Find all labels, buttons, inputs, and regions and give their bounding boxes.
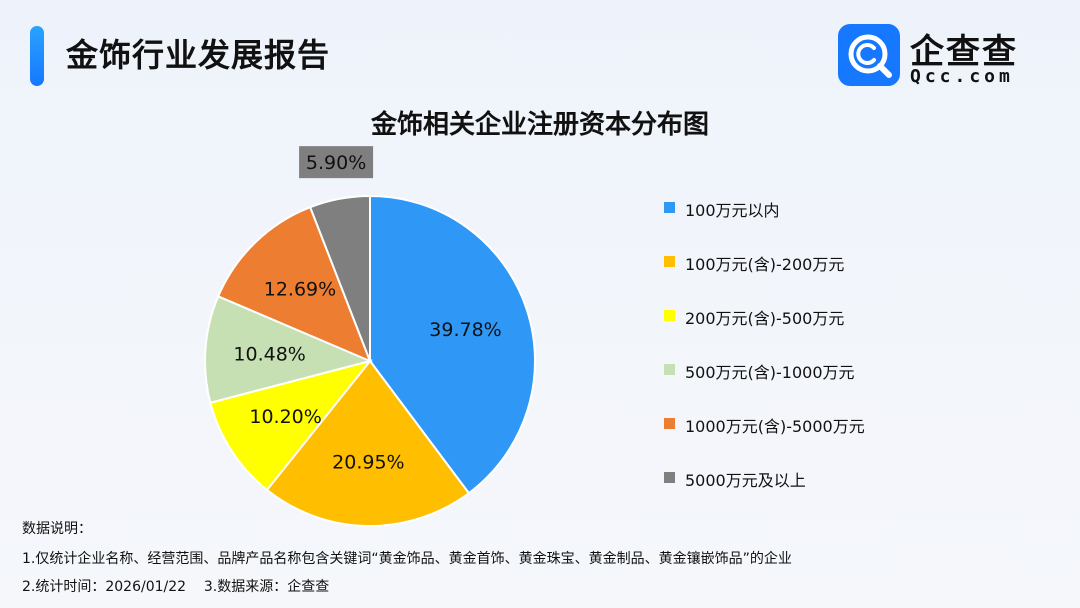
legend-swatch xyxy=(664,256,675,267)
report-title: 金饰行业发展报告 xyxy=(66,36,331,74)
legend-label: 100万元以内 xyxy=(685,201,780,220)
pie-label-box-over-5000w xyxy=(299,146,374,179)
pie-label-500w-1000w: 10.48% xyxy=(233,344,305,366)
pie-label-100w-200w: 20.95% xyxy=(332,452,404,474)
legend-label: 5000万元及以上 xyxy=(685,471,806,490)
pie-slice-1000w-5000w xyxy=(216,205,372,363)
pie-label-under-100w: 39.78% xyxy=(429,319,501,341)
notes-heading: 数据说明： xyxy=(22,521,92,537)
legend-label: 100万元(含)-200万元 xyxy=(685,255,845,274)
notes-line-1: 1.仅统计企业名称、经营范围、品牌产品名称包含关键词“黄金饰品、黄金首饰、黄金珠… xyxy=(22,551,792,567)
legend-swatch xyxy=(664,310,675,321)
qcc-logo: 企查查 Qcc.com xyxy=(838,24,1048,90)
pie-label-over-5000w: 5.90% xyxy=(306,152,366,174)
legend-swatch xyxy=(664,472,675,483)
chart-title: 金饰相关企业注册资本分布图 xyxy=(370,110,709,140)
legend-label: 500万元(含)-1000万元 xyxy=(685,363,855,382)
legend-label: 200万元(含)-500万元 xyxy=(685,309,845,328)
pie-label-1000w-5000w: 12.69% xyxy=(264,279,336,301)
title-accent-bar xyxy=(30,26,44,86)
pie-slice-over-5000w xyxy=(308,194,371,362)
legend-swatch xyxy=(664,202,675,213)
legend-swatch xyxy=(664,418,675,429)
legend-swatch xyxy=(664,364,675,375)
pie-slice-100w-200w xyxy=(265,359,471,527)
pie-label-200w-500w: 10.20% xyxy=(249,406,321,428)
logo-name: 企查查 xyxy=(910,32,1018,72)
qcc-logo-icon xyxy=(838,24,900,86)
pie-slice-500w-1000w xyxy=(204,295,374,404)
legend-label: 1000万元(含)-5000万元 xyxy=(685,417,865,436)
pie-slice-under-100w xyxy=(369,194,536,495)
notes-line-2: 2.统计时间：2026/01/22 3.数据来源：企查查 xyxy=(22,579,330,595)
logo-domain: Qcc.com xyxy=(910,66,1014,87)
